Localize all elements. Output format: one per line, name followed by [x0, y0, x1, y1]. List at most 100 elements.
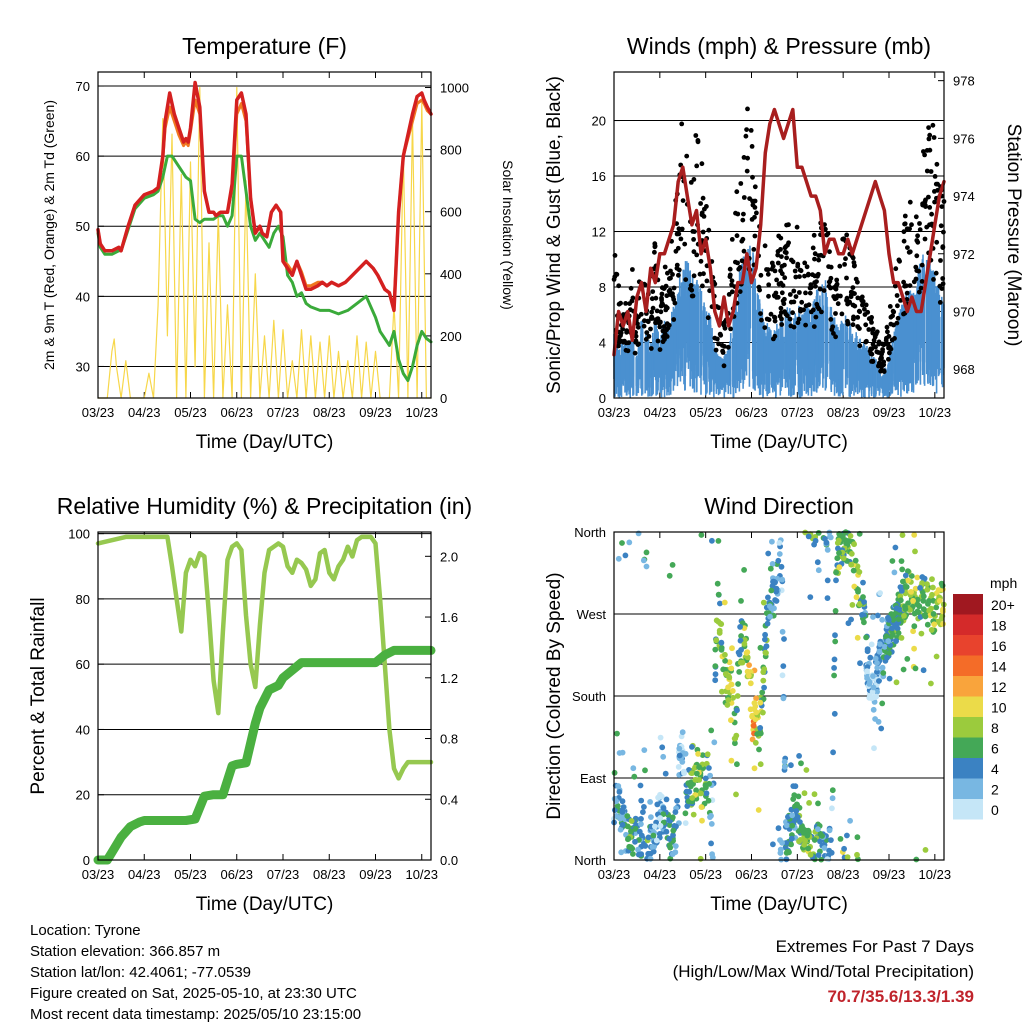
direction-point: [822, 535, 828, 542]
direction-point: [928, 680, 934, 687]
y-tick-label: 4: [599, 336, 606, 351]
gust-point: [811, 232, 817, 238]
direction-point: [929, 591, 935, 598]
direction-point: [632, 825, 639, 832]
direction-point: [860, 579, 866, 586]
gust-point: [769, 260, 775, 266]
direction-point: [708, 812, 714, 819]
direction-point: [682, 810, 689, 817]
direction-point: [811, 837, 818, 843]
direction-point: [756, 746, 762, 753]
gust-point: [857, 326, 862, 331]
direction-point: [833, 577, 839, 584]
gust-point: [935, 187, 940, 193]
direction-point: [900, 666, 907, 673]
direction-point: [689, 744, 695, 750]
direction-point: [828, 849, 835, 856]
direction-point: [750, 722, 757, 729]
gust-point: [931, 277, 936, 282]
gust-point: [853, 276, 859, 282]
direction-point: [902, 572, 909, 579]
gust-point: [614, 272, 620, 277]
station-latlon: Station lat/lon: 42.4061; -77.0539: [30, 964, 252, 981]
gust-point: [665, 270, 670, 276]
direction-point: [760, 599, 767, 606]
direction-point: [735, 649, 742, 656]
gust-point: [729, 237, 735, 242]
gust-point: [850, 285, 856, 290]
gust-point: [772, 315, 778, 320]
direction-point: [788, 835, 795, 842]
y-tick-label-right: 1.6: [440, 610, 458, 625]
x-tick-label: 03/23: [82, 405, 115, 420]
gust-point: [823, 226, 828, 232]
gust-point: [624, 340, 629, 346]
gust-point: [671, 317, 677, 322]
direction-point: [870, 614, 876, 620]
x-axis-label: Time (Day/UTC): [710, 432, 848, 453]
legend-swatch: [953, 717, 983, 738]
gust-point: [663, 307, 669, 313]
gust-point: [905, 245, 910, 251]
gust-point: [701, 271, 706, 277]
station-location: Location: Tyrone: [30, 922, 141, 939]
gust-point: [612, 253, 618, 258]
direction-point: [628, 818, 635, 824]
direction-point: [744, 649, 751, 656]
direction-point: [653, 837, 660, 844]
gust-point: [616, 343, 621, 349]
direction-point: [728, 665, 735, 672]
gust-point: [856, 308, 862, 314]
gust-point: [684, 153, 690, 159]
gust-point: [927, 205, 933, 210]
plot-frame: [613, 71, 945, 399]
direction-point: [762, 631, 768, 638]
gust-point: [648, 326, 653, 332]
direction-point: [911, 623, 918, 630]
x-tick-label: 10/23: [405, 867, 438, 882]
legend-label: 6: [991, 741, 999, 757]
gust-point: [881, 342, 887, 348]
direction-point: [702, 775, 709, 782]
gust-point: [851, 260, 857, 265]
gust-point: [784, 222, 789, 228]
direction-point: [619, 798, 626, 805]
direction-point: [874, 669, 880, 675]
gust-point: [894, 293, 900, 298]
direction-point: [899, 532, 906, 538]
gust-point: [624, 329, 629, 335]
gust-point: [666, 288, 672, 294]
direction-point: [725, 697, 732, 703]
direction-point: [676, 745, 683, 752]
gust-point: [792, 268, 798, 274]
gust-point: [851, 263, 857, 269]
direction-point: [811, 791, 818, 798]
gust-point: [630, 267, 635, 272]
plot-frame: [613, 531, 945, 861]
direction-point: [801, 841, 808, 848]
gust-point: [674, 265, 680, 271]
direction-point: [928, 605, 934, 612]
direction-point: [757, 699, 764, 706]
direction-point: [674, 797, 680, 804]
direction-point: [696, 764, 702, 771]
direction-point: [911, 532, 918, 538]
extremes-box: Extremes For Past 7 Days (High/Low/Max W…: [673, 934, 974, 1009]
direction-point: [854, 634, 861, 641]
gust-point: [695, 138, 701, 143]
gust-point: [896, 257, 902, 263]
gust-point: [927, 132, 933, 138]
direction-point: [617, 826, 624, 833]
gust-point: [679, 226, 685, 232]
gust-point: [911, 279, 917, 285]
x-tick-label: 05/23: [689, 867, 722, 882]
direction-point: [712, 646, 719, 653]
gust-point: [766, 282, 772, 288]
gust-point: [659, 285, 665, 291]
gust-point: [782, 262, 787, 268]
gust-point: [930, 122, 936, 128]
gust-point: [648, 346, 654, 351]
series-line-pressure: [612, 107, 946, 357]
direction-point: [643, 563, 650, 570]
direction-point: [752, 716, 759, 723]
